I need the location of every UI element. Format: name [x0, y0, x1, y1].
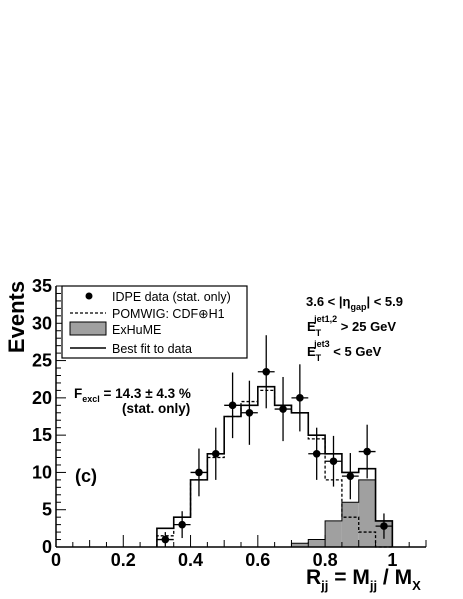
point-marker — [279, 405, 287, 413]
y-tick-label: 5 — [42, 500, 52, 520]
fexcl-annotation: Fexcl = 14.3 ± 4.3 % — [74, 386, 191, 404]
data-point — [308, 427, 326, 480]
legend-label: ExHuME — [112, 323, 161, 337]
point-marker — [178, 520, 186, 529]
data-point — [156, 532, 174, 547]
exhume-bar — [291, 543, 309, 547]
exhume-bar — [341, 502, 359, 547]
et-jet12-annotation: ETjet1,2 > 25 GeV — [307, 314, 396, 338]
x-tick-label: 0.8 — [313, 550, 338, 570]
data-point — [173, 511, 191, 539]
data-point — [241, 380, 258, 445]
data-point — [274, 376, 292, 442]
data-point — [291, 364, 309, 432]
y-tick-label: 0 — [42, 537, 52, 557]
legend-item-best-fit: Best fit to data — [70, 342, 192, 356]
exhume-bar — [308, 539, 326, 547]
y-tick-label: 30 — [32, 313, 52, 333]
point-marker — [211, 449, 220, 458]
point-marker — [363, 447, 371, 456]
exhume-bar — [325, 520, 342, 547]
data-point — [325, 435, 342, 487]
point-marker — [228, 401, 237, 410]
legend-label: Best fit to data — [112, 342, 192, 356]
x-tick-label: 0.4 — [178, 550, 203, 570]
y-tick-label: 20 — [32, 388, 52, 408]
y-tick-label: 10 — [32, 462, 52, 482]
y-tick-label: 25 — [32, 351, 52, 371]
exhume-histogram — [156, 479, 393, 548]
eta-gap-annotation: 3.6 < |ηgap| < 5.9 — [306, 294, 403, 312]
y-axis-title: Events — [4, 281, 29, 353]
point-marker — [296, 394, 304, 402]
point-marker — [312, 449, 321, 458]
et-jet3-annotation: ETjet3 < 5 GeV — [307, 339, 382, 363]
y-tick-label: 15 — [32, 425, 52, 445]
data-point — [224, 372, 241, 439]
data-point — [257, 335, 275, 409]
x-axis-title: Rjj = Mjj / MX — [306, 566, 421, 593]
legend-item-exhume: ExHuME — [69, 321, 161, 337]
point-marker — [245, 408, 254, 417]
point-marker — [195, 468, 203, 477]
x-tick-label: 0.2 — [111, 550, 136, 570]
legend-item-pomwig: POMWIG: CDF⊕H1 — [70, 307, 225, 321]
data-point — [207, 427, 225, 480]
axis-ticks: 0 5 10 15 20 25 30 35 0 0.2 0.4 0.6 0.8 1 — [32, 276, 427, 570]
data-point — [341, 453, 359, 500]
legend-marker-fill — [69, 321, 107, 336]
legend-marker-dot — [85, 292, 93, 300]
legend-label: POMWIG: CDF⊕H1 — [112, 307, 225, 321]
y-tick-label: 35 — [32, 276, 52, 296]
x-tick-label: 1 — [387, 550, 397, 570]
x-tick-label: 0.6 — [245, 550, 270, 570]
exhume-bar — [358, 479, 376, 547]
data-point — [358, 424, 376, 479]
data-point — [190, 448, 208, 497]
point-marker — [262, 367, 271, 376]
fexcl-note: (stat. only) — [122, 401, 190, 416]
point-marker — [329, 457, 338, 466]
best-fit-line — [156, 385, 394, 547]
legend: IDPE data (stat. only) POMWIG: CDF⊕H1 Ex… — [61, 285, 248, 359]
point-marker — [161, 535, 170, 544]
legend-label: IDPE data (stat. only) — [112, 290, 231, 304]
point-marker — [346, 472, 355, 480]
best-fit-histogram — [156, 385, 394, 547]
idpe-data-points — [156, 335, 393, 547]
x-tick-label: 0 — [51, 550, 61, 570]
panel-label: (c) — [75, 466, 97, 486]
point-marker — [380, 522, 388, 530]
legend-item-data: IDPE data (stat. only) — [85, 290, 231, 304]
data-point — [375, 513, 393, 539]
